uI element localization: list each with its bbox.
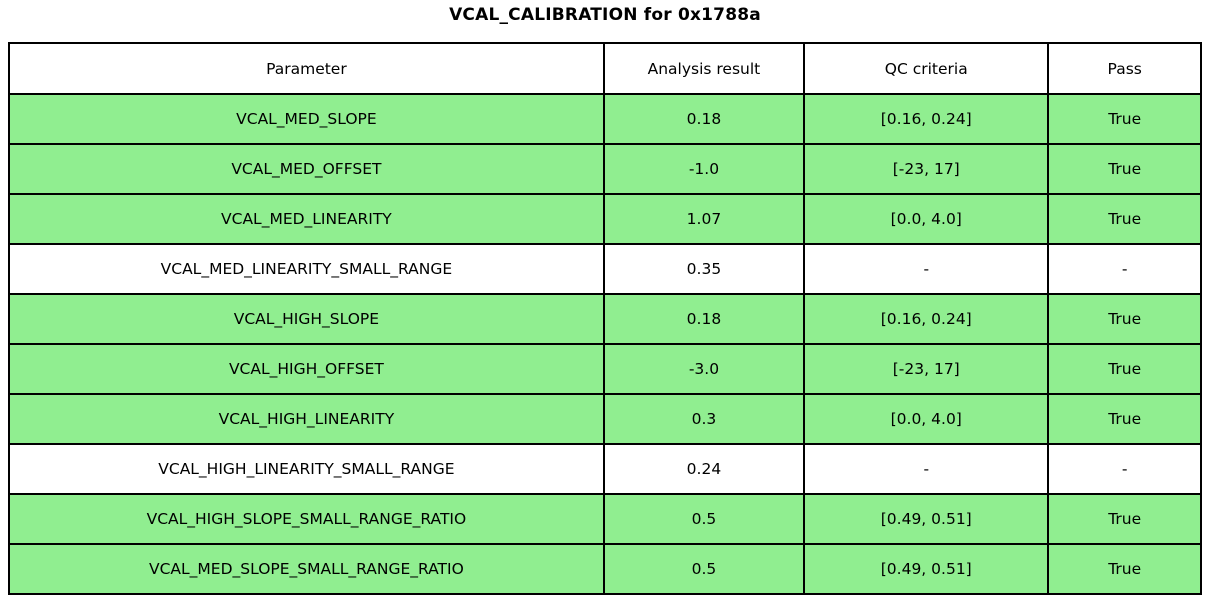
table-row: VCAL_HIGH_LINEARITY_SMALL_RANGE 0.24- -	[8, 443, 1202, 495]
table-row: VCAL_MED_OFFSET -1.0 [-23, 17] True	[8, 143, 1202, 195]
analysis-result-cell: 0.5	[602, 493, 806, 545]
pass-cell: True	[1047, 293, 1202, 345]
table-row: VCAL_HIGH_LINEARITY 0.3 [0.0, 4.0] True	[8, 393, 1202, 445]
analysis-result-cell: 0.5	[602, 543, 806, 595]
table-row: VCAL_MED_LINEARITY 1.07 [0.0, 4.0] True	[8, 193, 1202, 245]
table-row: VCAL_HIGH_SLOPE 0.18 [0.16, 0.24] True	[8, 293, 1202, 345]
parameter-cell: VCAL_MED_SLOPE	[8, 93, 605, 145]
pass-cell: -	[1047, 243, 1202, 295]
qc-criteria-cell: [0.49, 0.51]	[803, 543, 1050, 595]
table-row: VCAL_MED_SLOPE_SMALL_RANGE_RATIO 0.5 [0.49…	[8, 543, 1202, 595]
table-header: Parameter Analysis result QC criteria Pa…	[8, 42, 1202, 95]
qc-criteria-cell: [0.0, 4.0]	[803, 393, 1050, 445]
qc-criteria-cell: [0.16, 0.24]	[803, 93, 1050, 145]
parameter-cell: VCAL_MED_LINEARITY_SMALL_RANGE	[8, 243, 605, 295]
qc-criteria-cell: [0.49, 0.51]	[803, 493, 1050, 545]
table-row: VCAL_MED_SLOPE 0.18 [0.16, 0.24] True	[8, 93, 1202, 145]
pass-cell: -	[1047, 443, 1202, 495]
parameter-cell: VCAL_HIGH_SLOPE_SMALL_RANGE_RATIO	[8, 493, 605, 545]
parameter-cell: VCAL_HIGH_OFFSET	[8, 343, 605, 395]
table-row: VCAL_HIGH_OFFSET -3.0 [-23, 17] True	[8, 343, 1202, 395]
analysis-result-cell: -3.0	[602, 343, 806, 395]
analysis-result-cell: 0.35	[602, 243, 806, 295]
qc-criteria-cell: [-23, 17]	[803, 343, 1050, 395]
analysis-result-cell: 0.3	[602, 393, 806, 445]
table-row: VCAL_MED_LINEARITY_SMALL_RANGE 0.35- -	[8, 243, 1202, 295]
pass-cell: True	[1047, 493, 1202, 545]
pass-cell: True	[1047, 93, 1202, 145]
pass-cell: True	[1047, 393, 1202, 445]
analysis-result-cell: 1.07	[602, 193, 806, 245]
column-header-qc-criteria: QC criteria	[803, 42, 1050, 95]
analysis-result-cell: -1.0	[602, 143, 806, 195]
pass-cell: True	[1047, 343, 1202, 395]
column-header-parameter: Parameter	[8, 42, 605, 95]
analysis-result-cell: 0.18	[602, 93, 806, 145]
parameter-cell: VCAL_HIGH_LINEARITY_SMALL_RANGE	[8, 443, 605, 495]
parameter-cell: VCAL_MED_LINEARITY	[8, 193, 605, 245]
qc-criteria-cell: [0.16, 0.24]	[803, 293, 1050, 345]
qc-criteria-cell: -	[803, 443, 1050, 495]
table-row: VCAL_HIGH_SLOPE_SMALL_RANGE_RATIO 0.5 [0.4…	[8, 493, 1202, 545]
pass-cell: True	[1047, 193, 1202, 245]
column-header-pass: Pass	[1047, 42, 1202, 95]
parameter-cell: VCAL_HIGH_SLOPE	[8, 293, 605, 345]
parameter-cell: VCAL_MED_SLOPE_SMALL_RANGE_RATIO	[8, 543, 605, 595]
pass-cell: True	[1047, 143, 1202, 195]
analysis-result-cell: 0.18	[602, 293, 806, 345]
header-row: Parameter Analysis result QC criteria Pa…	[8, 42, 1202, 95]
qc-criteria-cell: -	[803, 243, 1050, 295]
analysis-result-cell: 0.24	[602, 443, 806, 495]
parameter-cell: VCAL_MED_OFFSET	[8, 143, 605, 195]
parameter-cell: VCAL_HIGH_LINEARITY	[8, 393, 605, 445]
qc-criteria-cell: [-23, 17]	[803, 143, 1050, 195]
qc-criteria-cell: [0.0, 4.0]	[803, 193, 1050, 245]
page-title: VCAL_CALIBRATION for 0x1788a	[449, 5, 761, 25]
column-header-analysis-result: Analysis result	[602, 42, 806, 95]
table-body: VCAL_MED_SLOPE 0.18 [0.16, 0.24] True VCAL_M…	[8, 93, 1202, 595]
pass-cell: True	[1047, 543, 1202, 595]
qc-results-table: Parameter Analysis result QC criteria Pa…	[8, 42, 1202, 595]
